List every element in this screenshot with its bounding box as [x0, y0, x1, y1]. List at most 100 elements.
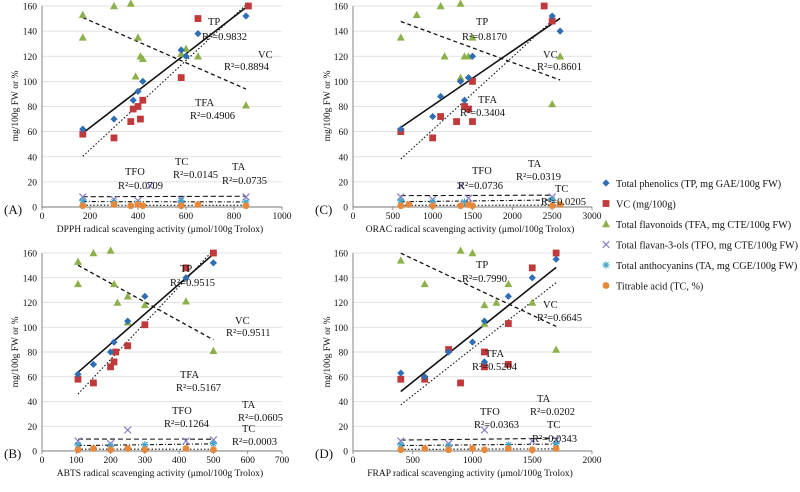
point-tc — [481, 446, 488, 453]
point-tfa — [134, 33, 142, 40]
annotation-ta-r2: R²=0.0605 — [238, 413, 283, 424]
legend-marker-tp — [602, 179, 609, 186]
x-tick-label: 1000 — [273, 212, 292, 222]
annotation-vc-r2: R²=0.6645 — [537, 313, 582, 324]
annotation-tp-label: TP — [208, 17, 220, 28]
y-tick-label: 140 — [23, 28, 38, 38]
point-tfa — [421, 280, 429, 287]
point-tp — [557, 28, 564, 35]
point-tfa — [132, 72, 140, 79]
x-axis-label: DPPH radical scavenging activity (μmol/1… — [57, 224, 263, 235]
point-tp — [461, 97, 468, 104]
annotation-vc-r2: R²=0.9511 — [226, 328, 271, 339]
annotation-tp-r2: R²=0.7990 — [462, 274, 507, 285]
legend: Total phenolics (TP, mg GAE/100g FW)VC (… — [602, 179, 798, 293]
y-tick-label: 0 — [32, 204, 37, 214]
annotation-ta-r2: R²=0.0202 — [530, 407, 575, 418]
annotation-vc-label: VC — [258, 50, 273, 61]
point-tc — [405, 201, 412, 208]
annotation-ta-label: TA — [242, 400, 256, 411]
annotation-tfo-r2: R²=0.0709 — [118, 181, 163, 192]
point-tc — [111, 201, 118, 208]
y-tick-label: 140 — [334, 274, 349, 284]
annotation-tfo-label: TFO — [125, 167, 145, 178]
y-tick-label: 120 — [23, 53, 38, 63]
point-tc — [397, 202, 404, 209]
point-tc — [445, 446, 452, 453]
point-tfa — [457, 0, 465, 7]
y-tick-label: 60 — [28, 373, 38, 383]
point-tp — [397, 369, 404, 376]
point-tc — [421, 445, 428, 452]
annotation-tfa-label: TFA — [485, 349, 504, 360]
legend-label-tfa: Total flavonoids (TFA, mg CTE/100g FW) — [616, 220, 791, 231]
point-tfa — [107, 247, 115, 254]
point-vc — [245, 3, 252, 10]
point-tc — [529, 446, 536, 453]
x-tick-label: 600 — [241, 456, 256, 466]
y-tick-label: 40 — [28, 153, 38, 163]
point-tp — [242, 12, 249, 19]
x-tick-label: 200 — [103, 456, 118, 466]
point-vc — [553, 250, 560, 257]
legend-label-tp: Total phenolics (TP, mg GAE/100g FW) — [616, 179, 781, 190]
x-tick-label: 300 — [138, 456, 153, 466]
legend-marker-tc — [603, 282, 610, 289]
point-tfa — [242, 101, 250, 108]
annotation-tc-r2: R²=0.0145 — [173, 170, 218, 181]
y-tick-label: 0 — [343, 204, 348, 214]
point-tc — [505, 445, 512, 452]
point-tp — [553, 256, 560, 263]
y-tick-label: 40 — [28, 398, 38, 408]
annotation-tp-r2: R²=0.8170 — [462, 32, 507, 43]
x-tick-label: 2000 — [583, 456, 602, 466]
point-vc — [178, 74, 185, 81]
point-tp — [130, 97, 137, 104]
trendline-tfa — [83, 18, 246, 90]
y-tick-label: 20 — [339, 423, 349, 433]
annotation-tp-r2: R²=0.9515 — [170, 278, 215, 289]
point-vc — [111, 135, 118, 142]
point-vc — [457, 380, 464, 387]
annotation-tc-label: TC — [175, 157, 188, 168]
point-tfa — [552, 346, 560, 353]
y-tick-label: 120 — [334, 53, 349, 63]
annotation-vc-r2: R²=0.8601 — [537, 62, 582, 73]
point-vc — [397, 376, 404, 383]
trendline-tp — [78, 254, 213, 372]
annotation-tfa-r2: R²=0.5204 — [472, 362, 518, 373]
point-tp — [469, 339, 476, 346]
trendline-ta — [401, 200, 552, 202]
x-tick-label: 400 — [172, 456, 187, 466]
point-vc — [437, 113, 444, 120]
point-tfa — [209, 347, 217, 354]
point-tp — [210, 259, 217, 266]
annotation-ta-r2: R²=0.0735 — [222, 176, 267, 187]
x-tick-label: 0 — [40, 212, 45, 222]
y-tick-label: 0 — [32, 448, 37, 458]
annotation-ta-label: TA — [232, 162, 246, 173]
panel-label: (D) — [315, 446, 333, 461]
y-tick-label: 40 — [339, 153, 349, 163]
x-tick-label: 1500 — [463, 212, 482, 222]
annotation-tfa-r2: R²=0.4906 — [190, 111, 235, 122]
x-tick-label: 400 — [131, 212, 146, 222]
y-tick-label: 140 — [334, 28, 349, 38]
annotation-tp-r2: R²=0.9832 — [202, 32, 247, 43]
legend-label-tfo: Total flavan-3-ols (TFO, mg CTE/100g FW) — [616, 241, 798, 252]
annotation-ta-label: TA — [528, 159, 542, 170]
point-tfo — [124, 427, 131, 434]
annotation-tfa-label: TFA — [180, 370, 199, 381]
point-vc — [505, 320, 512, 327]
y-tick-label: 140 — [23, 274, 38, 284]
point-tc — [397, 446, 404, 453]
y-tick-label: 160 — [23, 250, 38, 260]
point-tp — [141, 293, 148, 300]
x-tick-label: 200 — [83, 212, 98, 222]
point-tc — [124, 445, 131, 452]
annotation-tfa-r2: R²=0.3404 — [460, 108, 506, 119]
annotation-tfa-r2: R²=0.5167 — [176, 383, 221, 394]
